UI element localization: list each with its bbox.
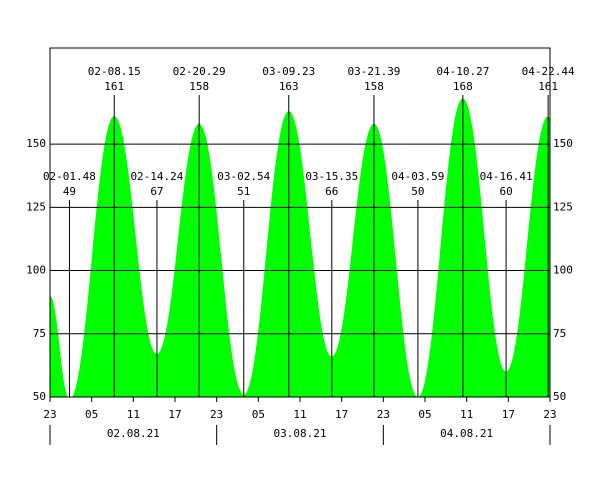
- annotation-value: 60: [499, 185, 512, 198]
- annotation-value: 158: [364, 80, 384, 93]
- y-tick-label: 125: [26, 200, 46, 213]
- x-tick-label: 23: [543, 408, 556, 421]
- y-tick-label: 75: [33, 327, 46, 340]
- annotation-value: 158: [189, 80, 209, 93]
- annotation-value: 168: [453, 80, 473, 93]
- annotation-time: 04-10.27: [436, 65, 489, 78]
- annotation-time: 03-21.39: [347, 65, 400, 78]
- y-tick-label-right: 50: [553, 390, 566, 403]
- y-tick-label: 150: [26, 137, 46, 150]
- annotation-value: 67: [150, 185, 163, 198]
- annotation-value: 49: [63, 185, 76, 198]
- annotation-time: 03-09.23: [262, 65, 315, 78]
- annotation-time: 04-22.44: [522, 65, 575, 78]
- x-tick-label: 17: [335, 408, 348, 421]
- annotation-value: 51: [237, 185, 250, 198]
- y-tick-label-right: 75: [553, 327, 566, 340]
- x-tick-label: 23: [43, 408, 56, 421]
- x-tick-label: 05: [418, 408, 431, 421]
- x-tick-label: 23: [377, 408, 390, 421]
- x-tick-label: 11: [460, 408, 473, 421]
- annotation-time: 03-02.54: [217, 170, 270, 183]
- annotation-value: 50: [411, 185, 424, 198]
- annotation-time: 02-01.48: [43, 170, 96, 183]
- x-tick-label: 23: [210, 408, 223, 421]
- annotation-time: 02-08.15: [88, 65, 141, 78]
- annotation-value: 161: [538, 80, 558, 93]
- y-tick-label: 100: [26, 264, 46, 277]
- y-tick-label-right: 150: [553, 137, 573, 150]
- tide-area: [50, 98, 550, 397]
- y-tick-label: 50: [33, 390, 46, 403]
- annotation-time: 03-15.35: [305, 170, 358, 183]
- x-tick-label: 11: [293, 408, 306, 421]
- annotation-time: 02-20.29: [173, 65, 226, 78]
- annotation-time: 04-03.59: [391, 170, 444, 183]
- x-tick-label: 05: [85, 408, 98, 421]
- annotation-time: 02-14.24: [130, 170, 183, 183]
- x-tick-label: 17: [168, 408, 181, 421]
- date-label: 02.08.21: [107, 427, 160, 440]
- annotation-value: 66: [325, 185, 338, 198]
- annotation-value: 163: [279, 80, 299, 93]
- annotation-time: 04-16.41: [480, 170, 533, 183]
- y-tick-label-right: 100: [553, 264, 573, 277]
- date-label: 04.08.21: [440, 427, 493, 440]
- x-tick-label: 05: [252, 408, 265, 421]
- x-tick-label: 17: [502, 408, 515, 421]
- annotation-value: 161: [104, 80, 124, 93]
- date-label: 03.08.21: [274, 427, 327, 440]
- x-tick-label: 11: [127, 408, 140, 421]
- y-tick-label-right: 125: [553, 200, 573, 213]
